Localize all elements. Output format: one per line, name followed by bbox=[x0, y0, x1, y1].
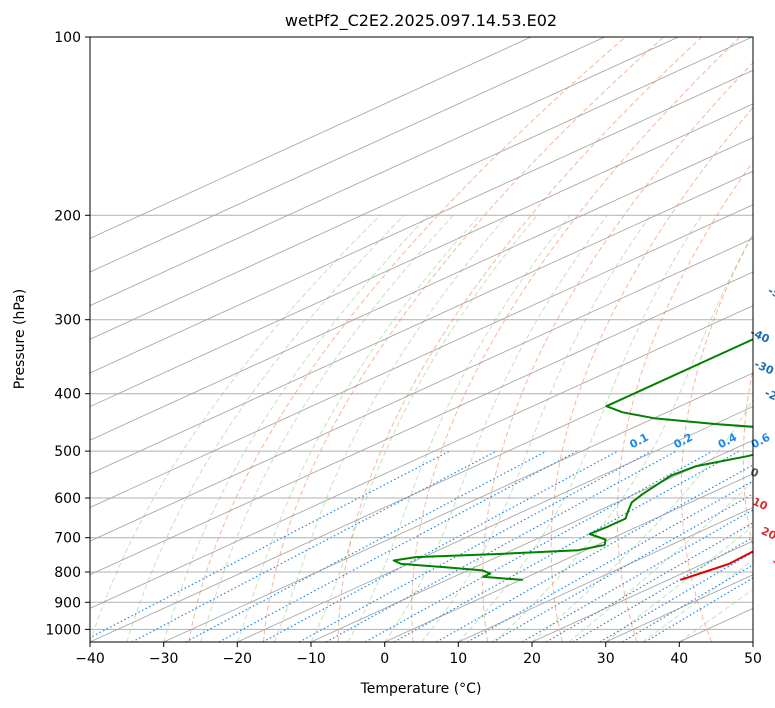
moist-adiabat-line bbox=[679, 588, 753, 642]
isotherm-label: 20 bbox=[759, 524, 775, 542]
isotherm-line bbox=[90, 338, 753, 642]
moist-adiabat-line bbox=[384, 215, 608, 642]
mixing-ratio-line bbox=[521, 509, 753, 642]
isotherm-label: -20 bbox=[763, 386, 775, 406]
mixing-ratio-line bbox=[545, 522, 753, 642]
dry-adiabat-line bbox=[482, 61, 753, 642]
mixing-ratio-line bbox=[436, 464, 753, 642]
moist-adiabat-line bbox=[605, 525, 753, 642]
isotherm-line bbox=[90, 37, 679, 307]
x-tick-label: −10 bbox=[296, 651, 326, 667]
mixing-ratio-line bbox=[467, 480, 753, 642]
isotherm-label: 0 bbox=[748, 465, 761, 480]
y-tick-label: 100 bbox=[54, 30, 81, 46]
moist-adiabat-line bbox=[310, 214, 538, 642]
grid-lines bbox=[90, 37, 753, 642]
isotherm-line bbox=[90, 204, 753, 508]
moist-adiabat-line bbox=[90, 214, 381, 642]
mixing-ratio-line bbox=[599, 551, 753, 642]
x-tick-label: 20 bbox=[523, 651, 541, 667]
moist-adiabat-line bbox=[494, 233, 753, 642]
isotherm-label: 30 bbox=[771, 553, 775, 571]
background-lines bbox=[90, 37, 753, 642]
y-axis-ticks: 100 200 300 400 500 600 700 800 900 1000 bbox=[45, 30, 90, 638]
isotherm-label: -50 bbox=[766, 284, 775, 304]
mixing-ratio-line bbox=[298, 450, 652, 642]
y-tick-label: 700 bbox=[54, 531, 81, 547]
dry-adiabat-line bbox=[550, 106, 753, 642]
mixing-ratio-label: 0.1 bbox=[627, 431, 650, 452]
isotherm-line bbox=[90, 103, 753, 408]
mixing-ratio-label: 0.2 bbox=[672, 431, 695, 452]
isotherm-line bbox=[237, 406, 753, 642]
y-axis-label: Pressure (hPa) bbox=[12, 289, 28, 389]
x-tick-label: −30 bbox=[149, 651, 179, 667]
y-tick-label: 1000 bbox=[45, 622, 81, 638]
isotherm-line bbox=[90, 136, 753, 441]
isotherm-label: -30 bbox=[752, 358, 775, 378]
mixing-ratio-line bbox=[622, 564, 753, 642]
isotherm-line bbox=[384, 473, 753, 642]
isotherm-line bbox=[605, 574, 753, 642]
y-tick-label: 900 bbox=[54, 595, 81, 611]
plot-frame bbox=[89, 36, 754, 643]
isotherm-line bbox=[90, 237, 753, 542]
isotherm-line bbox=[458, 506, 753, 642]
isotherm-line bbox=[90, 305, 753, 609]
chart-title: wetPf2_C2E2.2025.097.14.53.E02 bbox=[285, 11, 557, 31]
dry-adiabat-line bbox=[337, 37, 703, 642]
moist-adiabat-line bbox=[347, 214, 571, 642]
isotherm-line bbox=[90, 69, 753, 374]
x-tick-label: 50 bbox=[744, 651, 762, 667]
isotherm-label: -40 bbox=[748, 326, 772, 346]
isotherm-line bbox=[163, 372, 753, 642]
isotherm-label: 10 bbox=[750, 495, 770, 513]
y-tick-label: 500 bbox=[54, 444, 81, 460]
isotherm-line bbox=[90, 37, 753, 340]
dry-adiabat-line bbox=[742, 367, 753, 550]
x-tick-label: 0 bbox=[380, 651, 389, 667]
y-tick-label: 200 bbox=[54, 208, 81, 224]
y-tick-label: 400 bbox=[54, 387, 81, 403]
isotherm-line bbox=[90, 37, 605, 273]
x-tick-label: −20 bbox=[223, 651, 253, 667]
isotherm-line bbox=[90, 170, 753, 475]
moist-adiabat-line bbox=[457, 215, 703, 642]
dry-adiabat-line bbox=[188, 37, 626, 642]
moist-adiabat-line bbox=[200, 214, 454, 642]
isotherm-line bbox=[90, 37, 532, 239]
mixing-ratio-line bbox=[131, 450, 497, 642]
moist-adiabat-line bbox=[421, 215, 651, 642]
dewpoint-profile-line bbox=[392, 338, 753, 581]
dry-adiabat-line bbox=[616, 160, 753, 642]
isotherm-line bbox=[310, 439, 753, 642]
x-tick-label: 40 bbox=[670, 651, 688, 667]
mixing-ratio-line bbox=[185, 450, 547, 642]
x-tick-label: 30 bbox=[597, 651, 615, 667]
moist-adiabat-line bbox=[273, 214, 508, 642]
mixing-ratio-line bbox=[365, 450, 713, 642]
moist-adiabat-line bbox=[531, 398, 753, 642]
moist-adiabat-line bbox=[126, 214, 405, 642]
mixing-ratio-line bbox=[491, 493, 753, 642]
isotherm-line bbox=[90, 271, 753, 576]
dry-adiabat-line bbox=[263, 37, 664, 642]
x-tick-label: 10 bbox=[449, 651, 467, 667]
series-lines bbox=[392, 338, 753, 581]
x-axis-label: Temperature (°C) bbox=[360, 681, 482, 697]
y-tick-label: 600 bbox=[54, 491, 81, 507]
y-tick-label: 800 bbox=[54, 565, 81, 581]
mixing-ratio-line bbox=[90, 450, 450, 639]
mixing-ratio-line bbox=[325, 450, 677, 642]
x-tick-label: −40 bbox=[75, 651, 105, 667]
y-tick-label: 300 bbox=[54, 313, 81, 329]
x-axis-ticks: −40 −30 −20 −10 0 10 20 30 40 50 bbox=[75, 642, 762, 667]
